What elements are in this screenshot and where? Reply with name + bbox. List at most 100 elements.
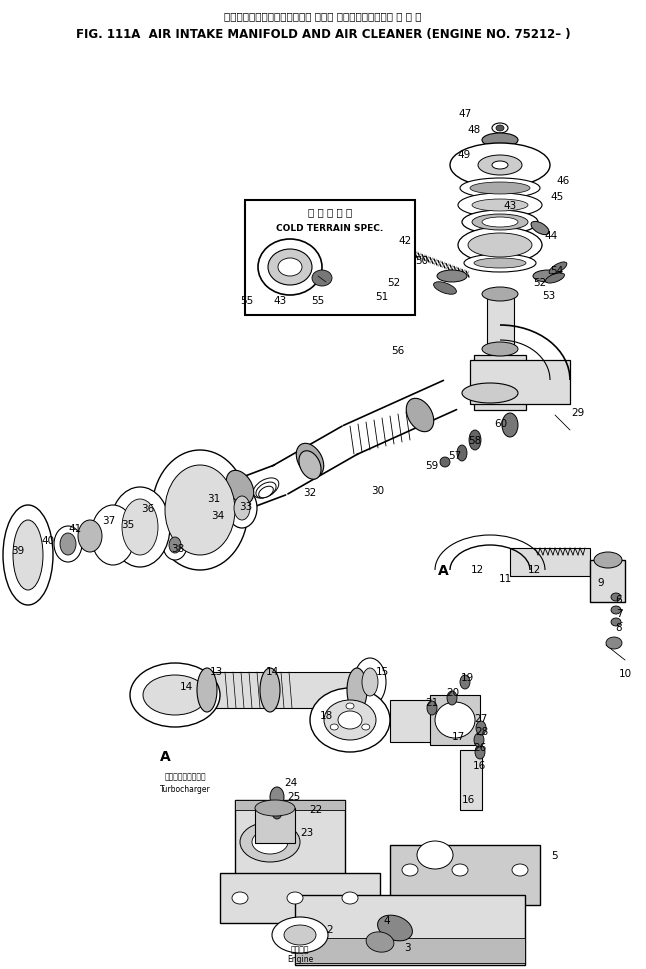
- Text: 35: 35: [121, 520, 134, 530]
- Text: 14: 14: [180, 682, 193, 692]
- Ellipse shape: [272, 917, 328, 953]
- Ellipse shape: [437, 270, 467, 282]
- Text: 31: 31: [207, 494, 221, 504]
- Ellipse shape: [482, 133, 518, 147]
- Text: 25: 25: [287, 792, 300, 802]
- Text: 21: 21: [425, 698, 439, 708]
- Ellipse shape: [272, 805, 282, 819]
- Text: 30: 30: [371, 486, 384, 496]
- Ellipse shape: [287, 892, 303, 904]
- Text: 8: 8: [616, 623, 622, 633]
- Ellipse shape: [606, 637, 622, 649]
- Ellipse shape: [330, 724, 339, 730]
- Bar: [295, 895, 525, 965]
- Ellipse shape: [470, 182, 530, 194]
- Ellipse shape: [234, 496, 250, 520]
- Ellipse shape: [512, 864, 528, 876]
- Ellipse shape: [270, 787, 284, 807]
- Ellipse shape: [143, 675, 207, 715]
- Text: 43: 43: [273, 296, 287, 306]
- Bar: [487, 294, 514, 349]
- Text: A: A: [437, 564, 448, 578]
- Ellipse shape: [354, 658, 386, 706]
- Bar: [235, 800, 345, 810]
- Ellipse shape: [460, 178, 540, 198]
- Text: 16: 16: [461, 795, 475, 805]
- Ellipse shape: [110, 487, 170, 567]
- Ellipse shape: [402, 864, 418, 876]
- Text: 52: 52: [388, 278, 401, 288]
- Text: 44: 44: [545, 231, 557, 241]
- Text: 43: 43: [503, 201, 517, 211]
- Ellipse shape: [232, 892, 248, 904]
- Text: 14: 14: [266, 667, 278, 677]
- Ellipse shape: [482, 287, 518, 301]
- Ellipse shape: [502, 413, 518, 437]
- Text: 55: 55: [311, 296, 325, 306]
- Bar: [175, 672, 375, 708]
- Text: 19: 19: [461, 673, 474, 683]
- Text: 16: 16: [472, 761, 486, 771]
- Text: 18: 18: [319, 711, 333, 721]
- Bar: [590, 560, 625, 602]
- Text: 2: 2: [327, 925, 333, 935]
- Ellipse shape: [197, 668, 217, 712]
- Text: 12: 12: [527, 565, 541, 575]
- Text: 32: 32: [304, 488, 317, 498]
- Ellipse shape: [338, 711, 362, 729]
- Ellipse shape: [240, 822, 300, 862]
- Ellipse shape: [324, 700, 376, 740]
- Text: 57: 57: [448, 451, 462, 461]
- Text: 42: 42: [399, 236, 412, 246]
- Ellipse shape: [13, 520, 43, 590]
- Text: 55: 55: [240, 296, 254, 306]
- Ellipse shape: [440, 457, 450, 467]
- Text: 5: 5: [550, 851, 557, 861]
- Ellipse shape: [165, 465, 235, 555]
- Ellipse shape: [60, 533, 76, 555]
- Bar: [235, 800, 345, 875]
- Ellipse shape: [457, 445, 467, 461]
- Text: COLD TERRAIN SPEC.: COLD TERRAIN SPEC.: [276, 224, 384, 233]
- Text: 26: 26: [474, 743, 486, 753]
- Ellipse shape: [342, 892, 358, 904]
- Text: 23: 23: [300, 828, 313, 838]
- Ellipse shape: [433, 282, 457, 295]
- Text: 49: 49: [457, 150, 471, 160]
- Ellipse shape: [545, 273, 565, 283]
- Bar: [220, 873, 380, 923]
- Ellipse shape: [362, 668, 378, 696]
- Ellipse shape: [256, 482, 276, 498]
- Ellipse shape: [531, 221, 549, 234]
- Ellipse shape: [122, 499, 158, 555]
- Ellipse shape: [130, 663, 220, 727]
- Ellipse shape: [533, 270, 563, 282]
- Ellipse shape: [297, 443, 324, 477]
- Bar: [510, 548, 590, 576]
- Ellipse shape: [611, 618, 621, 626]
- Ellipse shape: [594, 552, 622, 568]
- Text: 36: 36: [141, 504, 154, 514]
- Ellipse shape: [362, 724, 370, 730]
- Text: 34: 34: [211, 511, 225, 521]
- Text: 50: 50: [415, 256, 428, 266]
- Text: 37: 37: [102, 516, 116, 526]
- Ellipse shape: [492, 123, 508, 133]
- Text: 15: 15: [375, 667, 389, 677]
- Text: 47: 47: [459, 109, 472, 119]
- Ellipse shape: [475, 745, 485, 759]
- Ellipse shape: [458, 193, 542, 217]
- Ellipse shape: [611, 593, 621, 601]
- Ellipse shape: [152, 450, 248, 570]
- Ellipse shape: [169, 537, 181, 553]
- Bar: [245, 200, 415, 315]
- Text: 29: 29: [571, 408, 585, 418]
- Ellipse shape: [252, 830, 288, 854]
- Ellipse shape: [450, 143, 550, 187]
- Ellipse shape: [482, 342, 518, 356]
- Text: 9: 9: [598, 578, 604, 588]
- Ellipse shape: [478, 155, 522, 175]
- Text: Turbocharger: Turbocharger: [160, 785, 211, 794]
- Ellipse shape: [472, 199, 528, 211]
- Ellipse shape: [54, 526, 82, 562]
